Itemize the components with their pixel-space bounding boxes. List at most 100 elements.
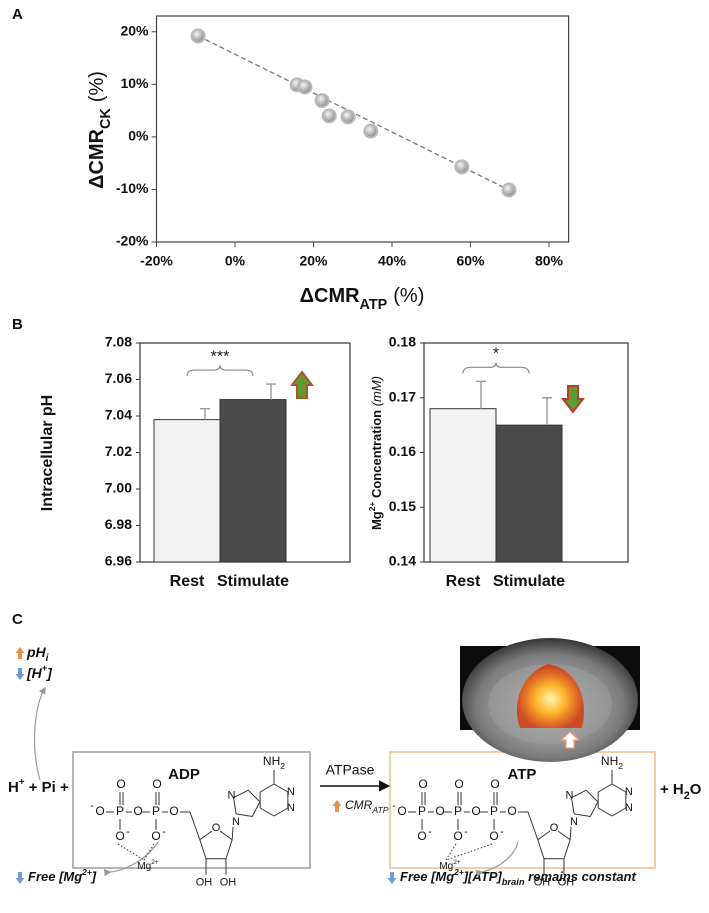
free-mg-label: Free [Mg2+] [28,867,97,884]
atom-label: N [287,786,295,798]
bond [143,843,155,861]
bond [219,830,233,841]
x-tick-label: 0% [225,253,246,269]
atom-label: P [152,804,160,818]
small-arrow [387,872,397,884]
bond [247,789,261,803]
small-arrow [332,800,342,812]
atom-label: - [90,800,94,812]
y-tick-label: 7.06 [105,370,132,386]
constant-label: [ATP]brain remains constant [467,869,636,887]
text-part: O [690,781,702,798]
mg-label: Mg2+ [439,859,461,871]
amine-label: NH2 [601,754,623,771]
atom-label: O [169,804,178,818]
text-part: + Pi + [25,779,69,796]
atom-label: OH [534,877,551,889]
bond [589,801,599,817]
atom-label: O [115,829,124,843]
text-part: Mg [137,861,151,872]
text-part: Mg [369,511,384,530]
significance-bracket [186,365,254,377]
data-point [190,28,206,44]
atom-label: O [397,804,406,818]
enzyme-label: ATPase [326,762,375,778]
text-part: 2 [618,761,623,771]
atom-label: P [490,804,498,818]
data-point [501,182,517,198]
bond [259,783,275,793]
text-part: ATP [371,805,388,815]
text-part: CK [98,108,114,129]
atom-label: O [152,777,161,791]
bond [585,789,599,803]
data-point [314,93,330,109]
bar [495,424,563,563]
atom-label: OH [196,877,213,889]
adp-label: ADP [168,766,200,783]
panel-label: A [12,6,23,23]
brain-image [460,638,640,762]
bond [189,811,201,840]
text-part: + [19,777,25,788]
atom-label: O [133,804,142,818]
y-tick-label: 0.17 [389,388,416,404]
y-tick-label: 10% [120,75,149,91]
ph-label: pHi [26,644,49,664]
text-part: + H [660,781,684,798]
category-label: Rest [170,573,205,590]
bond [273,807,289,817]
atom-label: P [418,804,426,818]
atom-label: N [625,802,633,814]
bond [251,801,261,817]
atom-label: - [500,826,504,838]
significance-label: * [493,346,499,363]
atom-label: N [232,816,240,828]
text-part: 2+ [453,859,461,866]
error-bar [476,380,486,409]
atom-label: P [116,804,124,818]
bond [117,843,145,861]
atom-label: N [287,802,295,814]
text-part: i [46,653,49,664]
atom-label: - [428,826,432,838]
y-tick-label: 0.15 [389,498,416,514]
y-tick-label: 0.16 [389,443,416,459]
text-part: NH [601,754,618,768]
x-tick-label: 20% [299,253,328,269]
bond [597,783,613,793]
text-part: 2+ [151,859,159,866]
adp-box [72,751,311,869]
text-part: H [8,779,19,796]
text-part: Free [Mg [400,869,454,884]
panel-label: C [12,611,23,628]
atom-label: OH [220,877,237,889]
atom-label: O [212,822,221,834]
atom-label: O [454,777,463,791]
text-part: CMR [345,798,373,812]
text-part: 2 [280,761,285,771]
trend-arrow [289,370,315,399]
atom-label: OH [558,877,575,889]
atom-label: O [471,804,480,818]
atom-label: O [116,777,125,791]
reactants: H+ + Pi + [8,777,69,796]
curved-arrow [475,841,519,877]
atom-label: - [162,826,166,838]
mg-label: Mg2+ [137,859,159,871]
y-tick-label: -10% [116,180,149,196]
bond [445,843,457,861]
bond [273,783,289,793]
bar [153,419,221,563]
free-mg-label: Free [Mg2+] [400,867,469,884]
small-arrow [15,872,25,884]
x-tick-label: 40% [378,253,407,269]
text-part: 2+ [367,502,377,512]
category-label: Rest [446,573,481,590]
bond [557,830,571,841]
plot-frame [155,15,570,243]
y-tick-label: 0% [128,128,149,144]
text-part: Mg [439,861,453,872]
error-bar [266,383,276,400]
